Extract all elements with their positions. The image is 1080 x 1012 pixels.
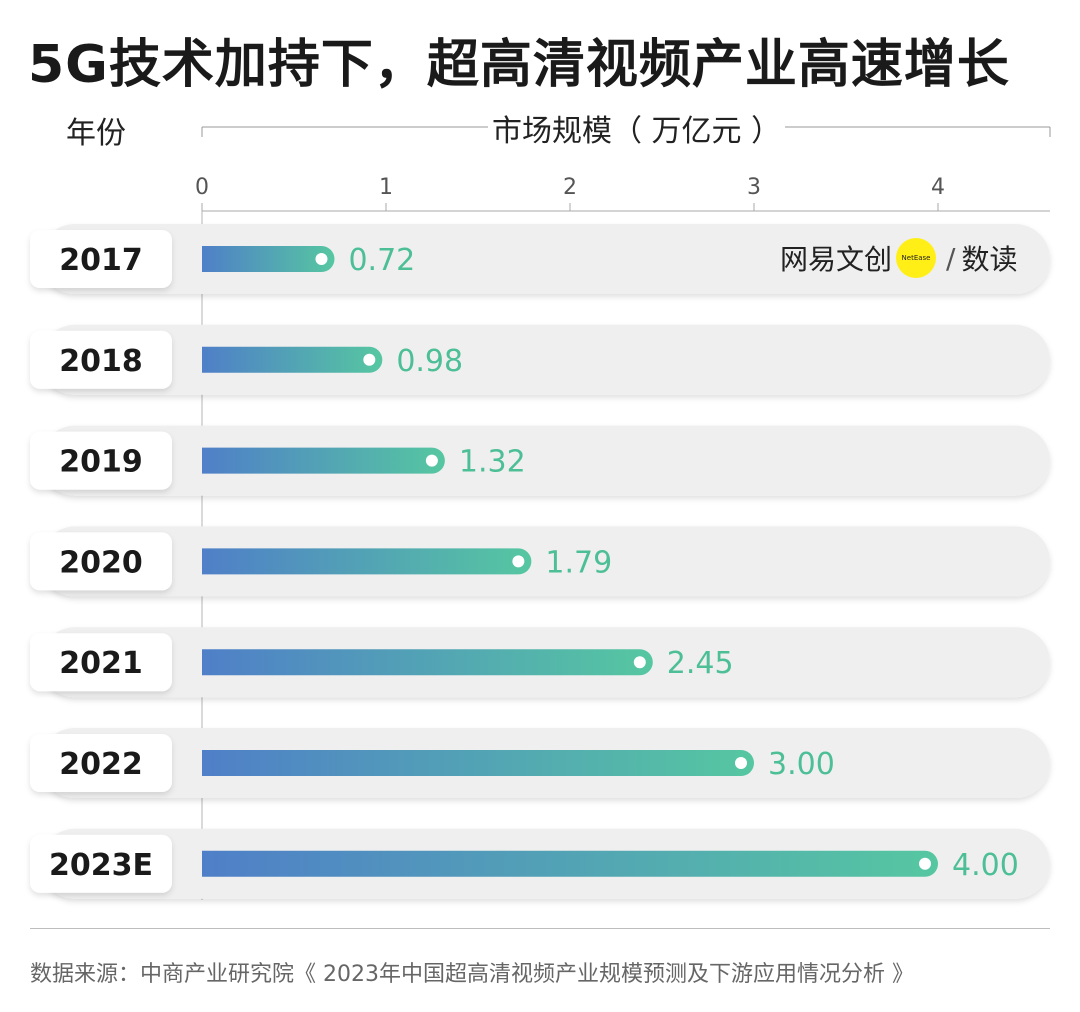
x-tick-label: 0 (195, 175, 209, 200)
data-label: 2.45 (667, 646, 734, 681)
bar (202, 447, 445, 474)
year-label-box (30, 330, 172, 389)
bar (202, 246, 335, 272)
bar-end-dot (633, 656, 646, 669)
year-label-box (30, 230, 172, 288)
bar (202, 649, 653, 676)
year-label: 2018 (59, 344, 143, 379)
table-row: 2019 1.32 (30, 425, 1050, 496)
row-background (40, 526, 1050, 597)
year-column-header: 年份 (66, 116, 126, 151)
logo: 网易文创 NetEase / 数读 (780, 238, 1017, 278)
data-label: 1.79 (545, 545, 612, 580)
footer-divider (30, 928, 1050, 929)
year-label-box (30, 431, 172, 490)
bar (202, 346, 383, 373)
table-row: 2021 2.45 (30, 627, 1050, 698)
logo-separator: / (946, 241, 956, 275)
bar-end-dot (363, 353, 376, 366)
year-label: 2021 (59, 646, 143, 681)
data-label: 1.32 (459, 445, 526, 480)
year-label: 2023E (49, 848, 153, 883)
row-background (40, 224, 1050, 294)
year-label-box (30, 834, 172, 893)
x-axis-title: 市场规模（ 万亿元 ） (488, 106, 786, 150)
year-label-box (30, 532, 172, 591)
table-row: 2018 0.98 (30, 324, 1050, 395)
data-label: 0.98 (396, 344, 463, 379)
bar (202, 850, 938, 877)
year-label-box (30, 734, 172, 792)
x-tick-label: 3 (747, 175, 761, 200)
year-label: 2020 (59, 545, 143, 580)
table-row: 2017 0.72 (30, 224, 1050, 294)
row-background (40, 324, 1050, 395)
bar-end-dot (735, 757, 747, 769)
table-row: 2022 3.00 (30, 728, 1050, 798)
logo-text: 网易文创 (780, 243, 893, 276)
year-label: 2017 (59, 243, 143, 278)
data-label: 0.72 (348, 243, 415, 278)
chart-title: 5G技术加持下，超高清视频产业高速增长 (28, 35, 1010, 95)
x-tick-label: 2 (563, 175, 577, 200)
bar (202, 750, 754, 776)
bar-end-dot (315, 253, 328, 265)
bar-end-dot (512, 555, 525, 568)
logo-suffix: 数读 (961, 243, 1018, 276)
table-row: 2020 1.79 (30, 526, 1050, 597)
row-background (40, 425, 1050, 496)
x-tick-label: 4 (931, 175, 945, 200)
bar (202, 548, 532, 575)
x-tick-label: 1 (379, 175, 393, 200)
netease-badge: NetEase (896, 238, 937, 278)
data-label: 4.00 (952, 848, 1019, 883)
bar-end-dot (919, 857, 931, 870)
year-label: 2022 (59, 747, 143, 782)
year-label-box (30, 633, 172, 692)
source-note: 数据来源：中商产业研究院《 2023年中国超高清视频产业规模预测及下游应用情况分… (30, 962, 914, 987)
year-label: 2019 (59, 445, 143, 480)
data-label: 3.00 (768, 747, 835, 782)
bar-end-dot (425, 454, 438, 467)
table-row: 2023E 4.00 (30, 828, 1050, 899)
